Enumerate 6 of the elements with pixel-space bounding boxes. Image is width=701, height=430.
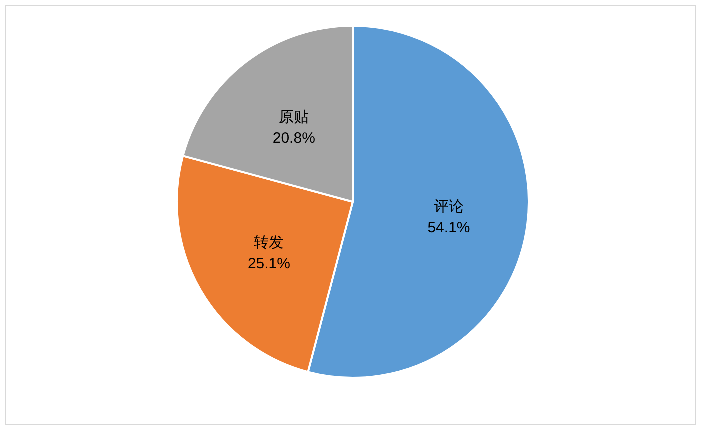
- slice-label: 评论: [434, 198, 464, 216]
- slice-label: 转发: [254, 234, 284, 252]
- data-label: 54.1%: [428, 219, 470, 236]
- slice-label: 原贴: [279, 109, 310, 126]
- data-label: 20.8%: [272, 130, 316, 148]
- data-label: 25.1%: [248, 255, 290, 272]
